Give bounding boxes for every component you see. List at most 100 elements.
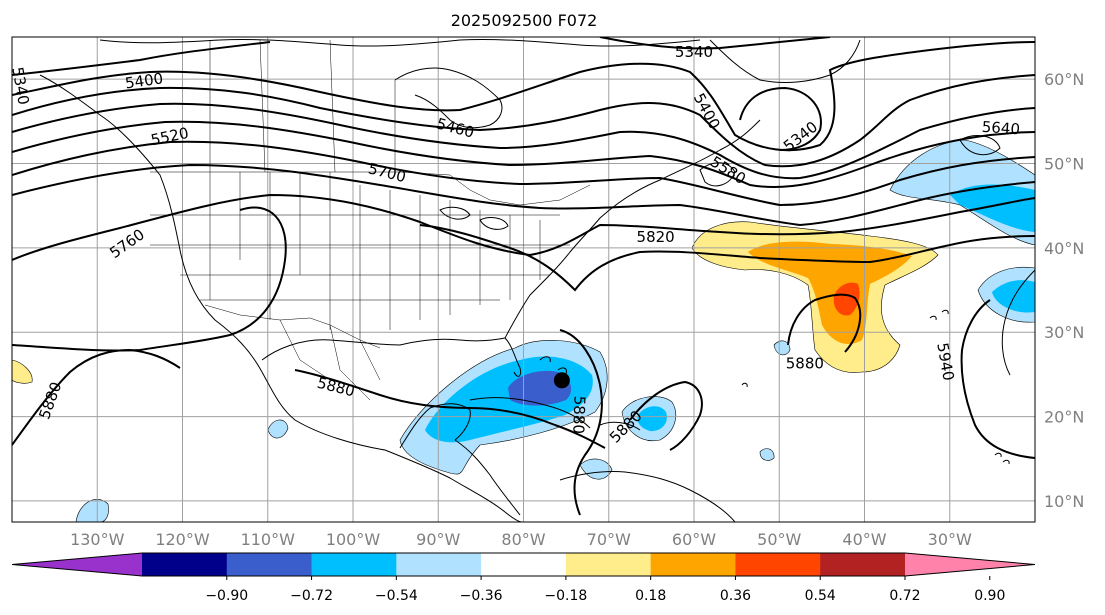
contour-label: 5640 <box>981 118 1020 139</box>
longitude-tick-label: 120°W <box>155 530 210 549</box>
longitude-tick-label: 70°W <box>587 530 631 549</box>
anomaly-shade-light-blue <box>579 458 613 480</box>
colorbar-segment <box>396 553 482 576</box>
contour-label: 5820 <box>637 228 675 246</box>
colorbar-segment <box>142 553 228 576</box>
coastline-gulf-of-mexico <box>261 337 521 377</box>
contour-5760 <box>12 206 287 352</box>
contour-5340 <box>12 41 271 76</box>
colorbar-extend-min <box>12 553 142 576</box>
contour-5340 <box>739 86 822 151</box>
latitude-tick-label: 50°N <box>1044 155 1084 174</box>
longitude-tick-label: 110°W <box>241 530 296 549</box>
longitude-tick-label: 50°W <box>757 530 801 549</box>
colorbar-segment <box>481 553 567 576</box>
anomaly-shade-light-blue <box>267 419 289 439</box>
longitude-tick-labels: 130°W 120°W 110°W 100°W 90°W 80°W 70°W 60°W 50°W… <box>70 530 972 549</box>
anomaly-shade-blue <box>992 280 1035 313</box>
contour-5880 <box>629 380 703 451</box>
contour-5760 <box>12 193 1035 261</box>
contour-label-text: 5880 <box>569 395 588 434</box>
coastline-greenland <box>709 39 861 83</box>
contour-5340 <box>599 37 831 50</box>
colorbar-tick-label: −0.90 <box>205 588 248 604</box>
contour-5640 <box>12 140 1035 207</box>
colorbar-tick-labels: −0.90 −0.72 −0.54 −0.36 −0.18 0.18 0.36 0.54 0.7… <box>205 576 1005 604</box>
coastline-south-america <box>559 471 736 522</box>
colorbar-tick-label: 0.54 <box>805 588 836 604</box>
longitude-tick-label: 30°W <box>928 530 972 549</box>
coastline-central-america <box>454 439 521 516</box>
contour-5880 <box>559 329 603 516</box>
contour-5880 <box>787 293 862 353</box>
anomaly-shade-red <box>833 282 860 316</box>
longitude-tick-label: 60°W <box>672 530 716 549</box>
coastline-bermuda <box>741 382 748 388</box>
latitude-tick-label: 10°N <box>1044 492 1084 511</box>
border-state-lines <box>150 172 570 340</box>
contour-5700 <box>12 163 1035 227</box>
latitude-tick-label: 30°N <box>1044 323 1084 342</box>
coastline-north-america-west <box>39 74 523 522</box>
colorbar-outline <box>11 552 1036 577</box>
coastline-arctic <box>99 38 701 47</box>
contour-label: 5880 <box>569 395 588 434</box>
map-plot-area: 5340540054005340534054605520558056405700… <box>8 37 1035 522</box>
anomaly-shade-orange <box>748 241 912 345</box>
latitude-tick-labels: 10°N 20°N 30°N 40°N 50°N 60°N <box>1044 70 1084 511</box>
coastline-cuba <box>469 397 591 429</box>
coastline-hudson-bay <box>394 67 503 129</box>
colorbar-tick-label: 0.72 <box>889 588 920 604</box>
contour-5940 <box>960 299 1035 459</box>
colorbar-segment <box>735 553 821 576</box>
coastlines <box>39 38 1035 522</box>
longitude-tick-label: 90°W <box>416 530 460 549</box>
colorbar-tick-label: −0.36 <box>460 588 503 604</box>
longitude-tick-label: 100°W <box>326 530 381 549</box>
border-canada-provinces <box>209 39 396 173</box>
contour-5820 <box>419 224 1035 292</box>
contour-5880 <box>12 348 181 446</box>
colorbar-tick-label: 0.36 <box>720 588 751 604</box>
contour-label-text: 5340 <box>8 66 32 107</box>
state-borders <box>150 39 591 401</box>
colorbar-segment <box>565 553 652 576</box>
latitude-tick-label: 20°N <box>1044 408 1084 427</box>
anomaly-shade-light-blue <box>759 448 775 461</box>
border-mexico-states <box>279 319 381 401</box>
contour-label-text: 5820 <box>637 228 675 246</box>
contour-5520 <box>12 102 1035 180</box>
anomaly-shade-light-blue <box>773 340 791 356</box>
colorbar-tick-label: −0.72 <box>290 588 333 604</box>
contour-5580 <box>12 120 1035 188</box>
latitude-tick-label: 40°N <box>1044 239 1084 258</box>
contour-label-text: 5340 <box>675 43 713 61</box>
colorbar-segment <box>650 553 736 576</box>
contour-label: 5400 <box>124 69 164 92</box>
contour-label-text: 5640 <box>981 118 1020 139</box>
border-us-canada <box>150 171 591 206</box>
figure-title: 2025092500 F072 <box>451 11 598 30</box>
contour-label: 5880 <box>786 354 824 372</box>
anomaly-shade-blue <box>637 406 667 432</box>
coastline-bahamas <box>539 356 567 375</box>
coastline-hispaniola <box>599 421 641 431</box>
longitude-tick-label: 130°W <box>70 530 125 549</box>
height-contours <box>12 37 1035 516</box>
colorbar <box>11 552 1036 577</box>
colorbar-segment <box>820 553 906 576</box>
colorbar-segment <box>311 553 397 576</box>
positive-anomaly-fields <box>12 221 939 384</box>
coastline-cape-verde <box>994 452 1010 465</box>
coastline-yucatan <box>399 403 471 449</box>
negative-anomaly-fields <box>75 139 1035 522</box>
contour-5460 <box>12 74 1035 168</box>
anomaly-shade-blue <box>950 184 1035 232</box>
colorbar-extend-max <box>905 553 1035 576</box>
contour-label-text: 5400 <box>124 69 164 92</box>
anomaly-shade-yellow <box>12 359 33 384</box>
longitude-tick-label: 80°W <box>501 530 545 549</box>
colorbar-tick-label: 0.18 <box>635 588 666 604</box>
contour-label: 5340 <box>8 66 33 107</box>
